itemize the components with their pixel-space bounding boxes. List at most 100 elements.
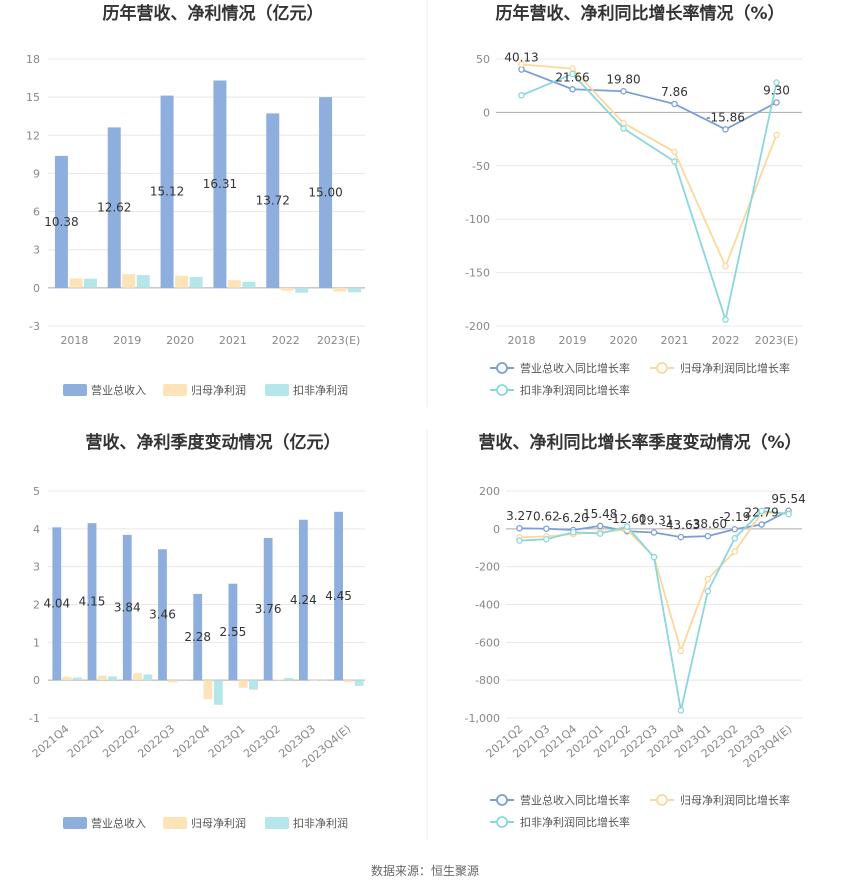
data-label: 22.79 xyxy=(744,506,778,520)
legend-label: 营业总收入同比增长率 xyxy=(520,793,630,807)
x-tick-label: 2020 xyxy=(166,334,194,347)
x-tick-label: 2023Q2 xyxy=(241,722,283,760)
data-point xyxy=(722,126,729,133)
data-label: 10.38 xyxy=(44,215,78,229)
data-label: 3.27 xyxy=(506,509,533,523)
data-point xyxy=(731,548,738,555)
x-tick-label: 2020 xyxy=(610,334,638,347)
bar-revenue xyxy=(319,97,333,288)
data-point xyxy=(650,529,658,536)
data-label: -19.31 xyxy=(635,513,674,527)
data-point xyxy=(722,262,729,270)
data-label: 15.48 xyxy=(583,507,617,521)
data-point xyxy=(543,525,550,532)
x-tick-label: 2021 xyxy=(219,334,247,347)
data-point xyxy=(731,535,738,542)
series-line xyxy=(521,68,777,131)
bar-revenue xyxy=(158,549,167,681)
bar-revenue xyxy=(52,527,62,681)
bar-revenue xyxy=(54,155,68,288)
y-tick-label: -100 xyxy=(465,213,490,226)
bar-net-profit xyxy=(203,680,213,700)
data-label: -2.19 xyxy=(719,510,750,524)
data-point xyxy=(671,148,678,156)
bar-net-profit xyxy=(344,680,354,683)
series-line xyxy=(521,72,778,324)
data-label: 4.04 xyxy=(43,597,70,611)
bar-revenue xyxy=(213,80,227,288)
y-tick-label: -50 xyxy=(472,160,490,173)
data-point xyxy=(785,510,792,518)
data-label: -38.60 xyxy=(688,517,727,531)
y-tick-label: -400 xyxy=(475,599,500,612)
bar-revenue xyxy=(87,523,97,681)
bar-deducted-profit xyxy=(319,680,329,681)
bar-net-profit xyxy=(69,278,83,288)
data-point xyxy=(677,647,685,655)
data-point xyxy=(518,92,525,99)
bar-revenue xyxy=(228,583,238,681)
legend-label: 归母净利润同比增长率 xyxy=(680,793,790,807)
y-tick-label: -800 xyxy=(475,674,500,687)
legend-marker xyxy=(496,794,508,806)
data-point xyxy=(704,588,712,595)
data-label: 15.12 xyxy=(150,185,184,199)
y-tick-label: -1 xyxy=(29,712,40,725)
bar-deducted-profit xyxy=(136,275,150,288)
data-point xyxy=(650,553,658,561)
bar-deducted-profit xyxy=(213,680,223,705)
y-tick-label: 0 xyxy=(33,282,40,295)
legend-swatch xyxy=(265,384,289,396)
y-tick-label: 5 xyxy=(33,485,40,498)
data-point xyxy=(569,70,576,78)
data-label: -15.86 xyxy=(706,110,745,124)
y-tick-label: -1,000 xyxy=(465,712,500,725)
legend-swatch xyxy=(163,384,187,396)
data-point xyxy=(596,530,604,537)
bar-net-profit xyxy=(309,680,319,681)
bar-net-profit xyxy=(122,274,136,288)
data-label: -43.63 xyxy=(662,518,701,532)
legend-swatch xyxy=(63,817,87,829)
bar-deducted-profit xyxy=(295,287,309,293)
legend-label: 营业总收入 xyxy=(91,383,146,397)
y-tick-label: 0 xyxy=(493,523,500,536)
y-tick-label: -3 xyxy=(29,320,40,333)
y-tick-label: 12 xyxy=(26,129,40,142)
bar-net-profit xyxy=(274,679,283,681)
bar-deducted-profit xyxy=(242,281,256,288)
x-tick-label: 2022Q3 xyxy=(135,722,177,760)
x-tick-label: 2022 xyxy=(712,334,740,347)
data-point xyxy=(518,61,525,68)
data-label: 3.84 xyxy=(114,601,141,615)
bar-net-profit xyxy=(175,275,189,288)
data-label: 16.31 xyxy=(203,177,237,191)
bar-revenue xyxy=(160,95,174,288)
data-point xyxy=(704,532,712,540)
x-tick-label: 2023(E) xyxy=(317,334,361,347)
bar-net-profit xyxy=(133,673,142,681)
bar-revenue xyxy=(334,511,343,681)
data-label: 4.15 xyxy=(79,595,106,609)
y-tick-label: 9 xyxy=(33,167,40,180)
legend-marker xyxy=(496,816,508,828)
x-tick-label: 2019 xyxy=(559,334,587,347)
y-tick-label: 0 xyxy=(483,106,490,119)
bar-deducted-profit xyxy=(354,680,364,686)
legend-label: 归母净利润同比增长率 xyxy=(680,361,790,375)
data-point xyxy=(543,535,550,543)
x-tick-label: 2018 xyxy=(508,334,536,347)
bar-revenue xyxy=(107,127,121,288)
y-tick-label: 4 xyxy=(33,523,40,536)
data-label: 13.72 xyxy=(256,194,290,208)
bar-revenue xyxy=(263,537,273,681)
data-point xyxy=(704,575,712,583)
legend-marker xyxy=(656,362,668,374)
y-tick-label: 18 xyxy=(26,53,40,66)
legend-label: 扣非净利润 xyxy=(293,383,348,397)
data-label: 95.54 xyxy=(771,492,805,506)
x-tick-label: 2021 xyxy=(661,334,689,347)
bar-deducted-profit xyxy=(73,677,82,681)
bar-net-profit xyxy=(62,676,72,681)
